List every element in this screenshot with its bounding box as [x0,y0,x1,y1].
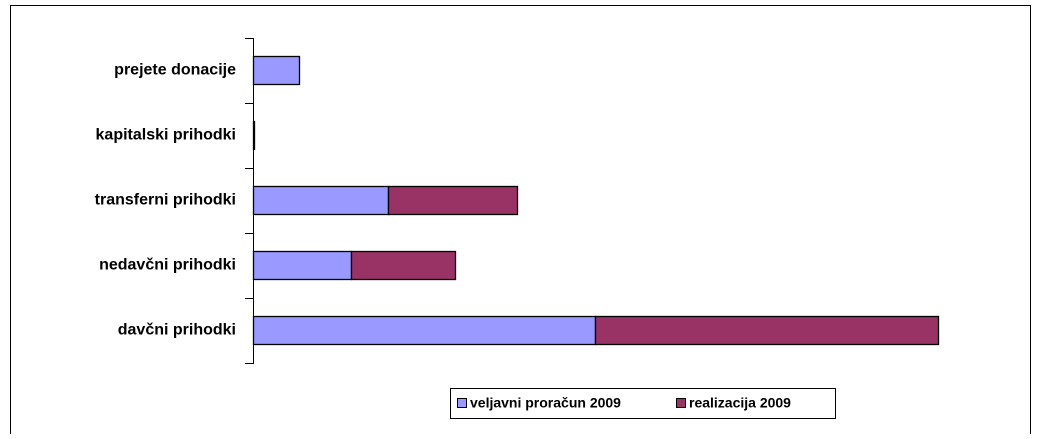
legend-label: realizacija 2009 [689,395,791,411]
bar [252,185,390,216]
y-tick-label: davčni prihodki [118,322,236,339]
y-tick-label: kapitalski prihodki [96,127,236,144]
y-tick-label: transferni prihodki [95,192,236,209]
bar [350,250,457,281]
legend-swatch [457,398,467,408]
y-tick-label: prejete donacije [114,62,236,79]
chart-frame [10,5,1031,434]
bar [252,55,301,86]
legend-box [450,388,836,419]
bar [252,315,597,346]
bar [252,250,353,281]
legend-label: veljavni proračun 2009 [470,395,621,411]
y-tick-label: nedavčni prihodki [99,257,236,274]
bar [387,185,519,216]
bar [594,315,940,346]
legend-swatch [676,398,686,408]
bar [252,120,256,151]
